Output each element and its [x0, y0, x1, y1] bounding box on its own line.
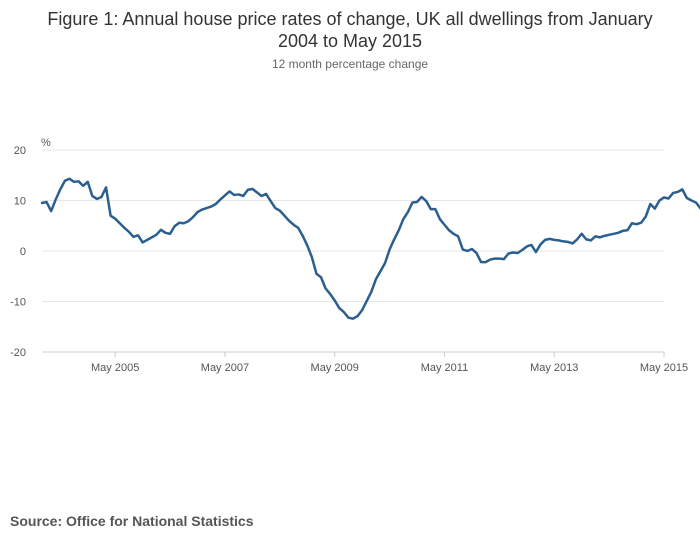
x-tick-label: May 2005 — [91, 362, 139, 374]
x-tick-label: May 2009 — [311, 362, 359, 374]
x-tick-label: May 2013 — [530, 362, 578, 374]
chart-title-line-1: Figure 1: Annual house price rates of ch… — [47, 9, 653, 29]
chart-title: Figure 1: Annual house price rates of ch… — [0, 8, 700, 52]
series-layer — [40, 177, 700, 320]
y-tick-label: 0 — [20, 246, 26, 258]
source-note: Source: Office for National Statistics — [10, 513, 254, 529]
y-tick-label: 10 — [14, 196, 26, 208]
y-axis-label: % — [41, 137, 51, 149]
grid-lines — [42, 149, 664, 302]
series-line — [40, 177, 700, 320]
chart-title-line-2: 2004 to May 2015 — [277, 31, 423, 51]
y-tick-label: -20 — [10, 347, 26, 359]
y-tick-label: -10 — [10, 297, 26, 309]
chart-subtitle: 12 month percentage change — [271, 57, 429, 71]
x-tick-label: May 2015 — [640, 362, 688, 374]
y-tick-label: 20 — [14, 145, 26, 157]
x-tick-label: May 2011 — [421, 362, 469, 374]
x-tick-label: May 2007 — [201, 362, 249, 374]
axes: 20 10 0 -10 -20 May 2005 May 2007 May 2009 May 2… — [10, 145, 688, 374]
